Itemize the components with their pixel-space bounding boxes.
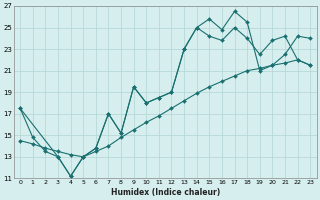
X-axis label: Humidex (Indice chaleur): Humidex (Indice chaleur) (111, 188, 220, 197)
